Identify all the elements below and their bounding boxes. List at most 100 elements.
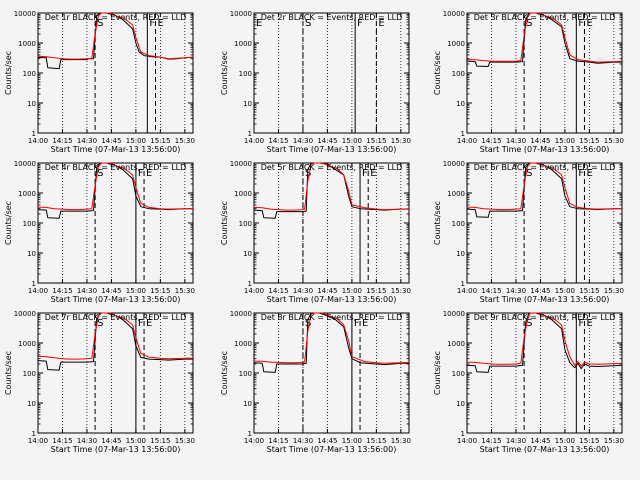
y-axis-title: Counts/sec <box>220 201 229 245</box>
y-tick-label: 10000 <box>230 10 252 18</box>
detector-panel: 14:00 14:15 14:30 14:45 15:00 15:15 15:30 1 10 10… <box>433 160 624 304</box>
x-tick-label: 14:15 <box>481 137 501 145</box>
y-tick-label: 1000 <box>18 40 36 48</box>
x-tick-label: 14:45 <box>530 437 550 445</box>
x-tick-label: 15:00 <box>342 137 362 145</box>
panel-title: Det 3r BLACK = Events, RED = LLD <box>474 13 616 22</box>
x-tick-label: 15:00 <box>342 287 362 295</box>
y-tick-label: 1000 <box>234 40 252 48</box>
x-axis-title: Start Time (07-Mar-13 13:56:00) <box>480 295 610 304</box>
x-tick-label: 14:00 <box>28 437 48 445</box>
y-axis-title: Counts/sec <box>220 51 229 95</box>
event-marker-label: E <box>586 318 592 329</box>
y-tick-label: 10000 <box>14 160 36 168</box>
x-tick-label: 15:15 <box>150 287 170 295</box>
x-tick-label: 14:15 <box>52 137 72 145</box>
x-axis-title: Start Time (07-Mar-13 13:56:00) <box>51 295 181 304</box>
event-marker-label: S <box>97 18 103 29</box>
x-tick-label: 14:00 <box>457 437 477 445</box>
y-tick-label: 1 <box>461 430 465 438</box>
x-tick-label: 15:00 <box>126 437 146 445</box>
events-series-line <box>37 312 193 371</box>
x-tick-label: 15:15 <box>366 287 386 295</box>
y-tick-label: 1 <box>248 130 252 138</box>
x-tick-label: 14:00 <box>457 137 477 145</box>
x-tick-label: 14:45 <box>317 437 337 445</box>
y-tick-label: 10 <box>27 400 36 408</box>
y-tick-label: 10000 <box>443 160 465 168</box>
x-tick-label: 14:15 <box>481 287 501 295</box>
x-tick-label: 15:00 <box>555 437 575 445</box>
event-marker-label: E <box>362 318 368 329</box>
plot-frame <box>253 162 410 284</box>
x-tick-label: 15:00 <box>555 137 575 145</box>
x-tick-label: 14:30 <box>506 287 526 295</box>
detector-panel: 14:00 14:15 14:30 14:45 15:00 15:15 15:30 1 10 10… <box>220 10 411 154</box>
lld-series-line <box>37 162 194 211</box>
x-tick-label: 14:00 <box>244 137 264 145</box>
panel-title: Det 2r BLACK = Events, RED = LLD <box>261 13 403 22</box>
x-tick-label: 15:15 <box>366 137 386 145</box>
y-tick-label: 1 <box>32 280 36 288</box>
event-marker-label: E <box>146 318 152 329</box>
x-tick-label: 14:15 <box>481 437 501 445</box>
lld-series-line <box>253 312 410 364</box>
x-tick-label: 15:30 <box>604 287 624 295</box>
x-tick-label: 14:15 <box>268 287 288 295</box>
x-tick-label: 14:00 <box>28 137 48 145</box>
event-marker-label: S <box>526 18 532 29</box>
y-tick-label: 100 <box>239 370 252 378</box>
event-marker-label: F <box>357 18 363 29</box>
plot-frame <box>253 312 410 434</box>
x-tick-label: 15:15 <box>579 437 599 445</box>
x-tick-label: 15:15 <box>366 437 386 445</box>
y-tick-label: 100 <box>239 70 252 78</box>
y-tick-label: 10000 <box>230 160 252 168</box>
detector-panel: 14:00 14:15 14:30 14:45 15:00 15:15 15:30 1 10 10… <box>4 310 195 454</box>
detector-panel: 14:00 14:15 14:30 14:45 15:00 15:15 15:30 1 10 10… <box>220 160 411 304</box>
x-tick-label: 14:00 <box>244 437 264 445</box>
y-axis-title: Counts/sec <box>433 351 442 395</box>
events-series-line <box>253 312 409 373</box>
x-tick-label: 14:30 <box>506 137 526 145</box>
y-tick-label: 1000 <box>18 190 36 198</box>
panel-title: Det 5r BLACK = Events, RED = LLD <box>261 163 403 172</box>
x-tick-label: 14:15 <box>52 437 72 445</box>
event-marker-label: E <box>157 18 163 29</box>
y-tick-label: 1000 <box>447 40 465 48</box>
y-tick-label: 10000 <box>443 10 465 18</box>
event-marker-label: E <box>378 18 384 29</box>
event-marker-label: S <box>97 168 103 179</box>
x-tick-label: 14:45 <box>101 437 121 445</box>
panel-title: Det 9r BLACK = Events, RED = LLD <box>474 313 616 322</box>
y-tick-label: 10 <box>243 250 252 258</box>
x-axis-title: Start Time (07-Mar-13 13:56:00) <box>267 295 397 304</box>
x-tick-label: 14:30 <box>293 437 313 445</box>
x-tick-label: 15:15 <box>579 287 599 295</box>
event-marker-label: E <box>586 168 592 179</box>
y-tick-label: 1000 <box>18 340 36 348</box>
y-tick-label: 100 <box>452 370 465 378</box>
detector-panel: 14:00 14:15 14:30 14:45 15:00 15:15 15:30 1 10 10… <box>433 10 624 154</box>
y-axis-title: Counts/sec <box>220 351 229 395</box>
x-axis-title: Start Time (07-Mar-13 13:56:00) <box>51 145 181 154</box>
x-tick-label: 15:30 <box>391 137 411 145</box>
y-tick-label: 1 <box>248 430 252 438</box>
x-tick-label: 14:30 <box>293 137 313 145</box>
event-marker-label: S <box>305 18 311 29</box>
y-tick-label: 100 <box>452 70 465 78</box>
lld-series-line <box>466 12 623 63</box>
plot-frame <box>253 12 410 134</box>
plot-frame <box>37 312 194 434</box>
panel-title: Det 4r BLACK = Events, RED = LLD <box>45 163 187 172</box>
event-marker-label: F <box>578 168 584 179</box>
x-tick-label: 15:30 <box>175 287 195 295</box>
x-tick-label: 14:45 <box>530 287 550 295</box>
event-marker-label: F <box>578 18 584 29</box>
y-tick-label: 10000 <box>443 310 465 318</box>
x-tick-label: 15:30 <box>604 437 624 445</box>
x-tick-label: 14:15 <box>268 137 288 145</box>
detector-panel: 14:00 14:15 14:30 14:45 15:00 15:15 15:30 1 10 10… <box>220 310 411 454</box>
y-tick-label: 1000 <box>447 340 465 348</box>
